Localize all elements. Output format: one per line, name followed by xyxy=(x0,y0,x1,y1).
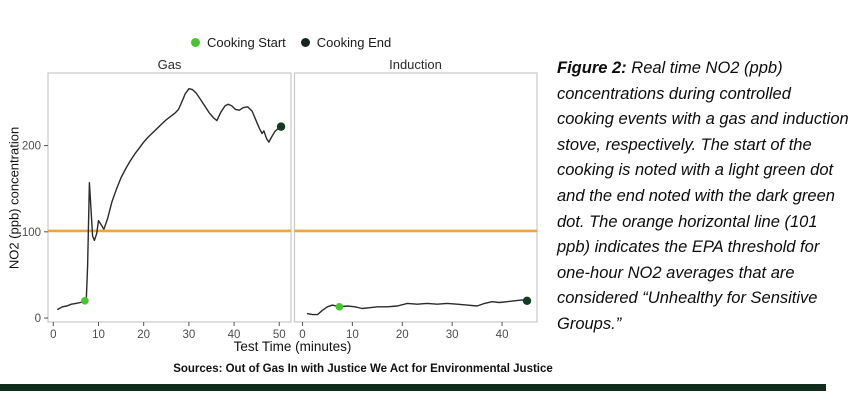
y-tick-label: 0 xyxy=(35,313,41,325)
cooking-end-marker-gas xyxy=(276,122,286,131)
panel-border-induction xyxy=(293,72,538,323)
x-tick-label: 40 xyxy=(228,329,241,341)
chart-legend: Cooking Start Cooking End xyxy=(191,35,399,50)
legend-label-cooking-start: Cooking Start xyxy=(207,35,286,50)
x-tick-label: 20 xyxy=(137,329,150,341)
panel-title-gas: Gas xyxy=(157,57,182,72)
sources-line: Sources: Out of Gas In with Justice We A… xyxy=(173,363,553,375)
y-tick-label: 200 xyxy=(22,141,41,153)
series-induction xyxy=(306,299,528,316)
panel-title-induction: Induction xyxy=(389,57,442,72)
cooking-start-dot-icon xyxy=(191,38,200,47)
cooking-end-marker-induction xyxy=(522,296,532,305)
figure-caption: Figure 2: Real time NO2 (ppb) concentrat… xyxy=(557,56,850,338)
legend-item-cooking-start: Cooking Start xyxy=(191,35,286,50)
x-tick-label: 10 xyxy=(346,329,359,341)
cooking-start-marker-induction xyxy=(335,303,344,311)
figure-caption-text: Real time NO2 (ppb) concentrations durin… xyxy=(557,59,849,333)
x-tick-label: 30 xyxy=(446,329,459,341)
x-tick-label: 40 xyxy=(496,329,509,341)
panel-border-gas xyxy=(47,72,292,323)
legend-label-cooking-end: Cooking End xyxy=(316,35,392,50)
series-gas xyxy=(57,87,282,311)
x-tick-label: 30 xyxy=(182,329,195,341)
x-tick-label: 0 xyxy=(299,329,305,341)
figure-caption-label: Figure 2: xyxy=(557,59,627,77)
x-tick-label: 50 xyxy=(273,329,286,341)
x-axis-title: Test Time (minutes) xyxy=(233,339,352,354)
y-tick-label: 100 xyxy=(22,227,41,239)
x-tick-label: 0 xyxy=(50,329,56,341)
x-tick-label: 20 xyxy=(396,329,409,341)
x-tick-label: 10 xyxy=(92,329,105,341)
bottom-accent-bar xyxy=(0,384,826,391)
cooking-end-dot-icon xyxy=(300,38,310,47)
legend-item-cooking-end: Cooking End xyxy=(300,35,392,50)
cooking-start-marker-gas xyxy=(81,296,89,305)
